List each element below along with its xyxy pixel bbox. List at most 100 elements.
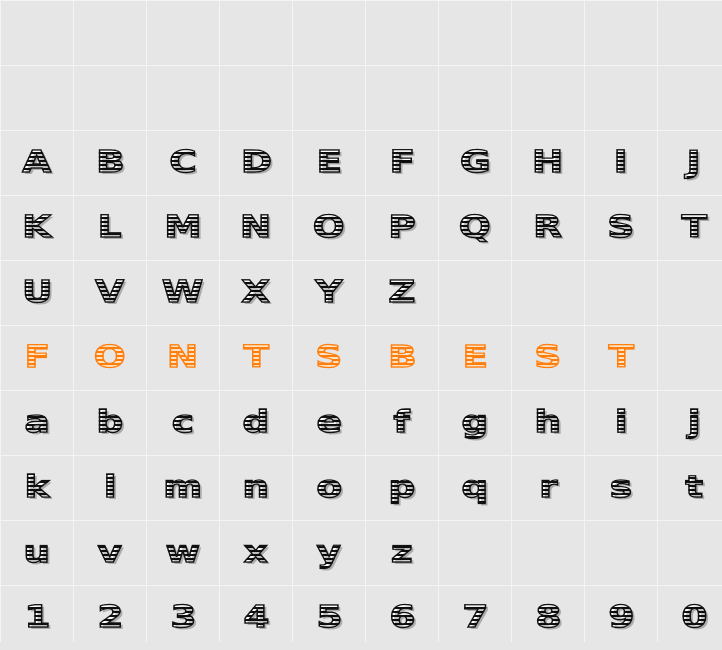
glyph-cell: o [293,456,365,520]
glyph-cell: W [147,261,219,325]
glyph-char: S [607,210,635,245]
glyph-cell [439,521,511,585]
glyph-cell: F [1,326,73,390]
glyph-cell: z [366,521,438,585]
glyph-cell: 8 [512,586,584,650]
glyph-cell [366,1,438,65]
glyph-cell: V [74,261,146,325]
glyph-char: c [171,405,195,440]
glyph-cell: F [366,131,438,195]
glyph-cell: N [147,326,219,390]
glyph-cell: J [658,131,722,195]
glyph-char: D [240,145,273,180]
glyph-char: B [387,340,417,375]
glyph-cell: 5 [293,586,365,650]
glyph-cell: e [293,391,365,455]
glyph-char: q [461,470,489,505]
glyph-char: b [96,405,124,440]
glyph-char: 1 [23,600,51,635]
glyph-char: G [459,145,491,180]
glyph-char: m [163,470,204,505]
glyph-char: Q [458,210,491,245]
glyph-char: J [686,145,701,180]
glyph-cell: u [1,521,73,585]
glyph-cell [585,66,657,130]
glyph-cell: E [439,326,511,390]
glyph-char: V [95,275,126,310]
glyph-cell: c [147,391,219,455]
glyph-char: 6 [388,600,416,635]
glyph-char: p [388,470,416,505]
glyph-cell: K [1,196,73,260]
glyph-cell: G [439,131,511,195]
glyph-cell [658,261,722,325]
glyph-cell: O [293,196,365,260]
glyph-char: L [97,210,122,245]
glyph-cell [147,66,219,130]
glyph-char: h [534,405,562,440]
glyph-cell: y [293,521,365,585]
glyph-cell: d [220,391,292,455]
glyph-char: 7 [461,600,489,635]
glyph-cell: C [147,131,219,195]
glyph-char: K [22,210,53,245]
glyph-char: C [168,145,197,180]
glyph-char: O [312,210,345,245]
glyph-cell: 9 [585,586,657,650]
glyph-cell: T [220,326,292,390]
glyph-cell: S [512,326,584,390]
glyph-cell [585,521,657,585]
glyph-char: R [533,210,563,245]
glyph-cell: I [585,131,657,195]
glyph-char: O [93,340,126,375]
glyph-cell [512,1,584,65]
glyph-char: 8 [534,600,562,635]
glyph-cell [439,66,511,130]
glyph-char: 3 [169,600,197,635]
glyph-char: g [461,405,489,440]
glyph-cell: X [220,261,292,325]
glyph-char: T [242,340,269,375]
glyph-cell: j [658,391,722,455]
glyph-cell: k [1,456,73,520]
glyph-cell [220,1,292,65]
glyph-cell: a [1,391,73,455]
glyph-cell: 2 [74,586,146,650]
glyph-char: H [532,145,565,180]
glyph-cell [147,1,219,65]
glyph-cell: g [439,391,511,455]
glyph-cell: H [512,131,584,195]
glyph-cell: 4 [220,586,292,650]
glyph-cell: M [147,196,219,260]
glyph-cell: D [220,131,292,195]
glyph-char: i [614,405,628,440]
glyph-char: d [242,405,270,440]
glyph-cell [293,66,365,130]
glyph-char: v [97,535,123,570]
glyph-char: 5 [315,600,343,635]
glyph-char: z [390,535,413,570]
glyph-cell: O [74,326,146,390]
glyph-cell: S [293,326,365,390]
glyph-cell [293,1,365,65]
glyph-char: X [241,275,271,310]
glyph-cell: l [74,456,146,520]
glyph-cell: m [147,456,219,520]
glyph-char: Y [315,275,344,310]
glyph-cell: i [585,391,657,455]
glyph-cell: T [658,196,722,260]
glyph-cell: T [585,326,657,390]
glyph-char: u [23,535,51,570]
glyph-cell: r [512,456,584,520]
glyph-cell: U [1,261,73,325]
glyph-char: I [613,145,628,180]
glyph-cell [74,66,146,130]
glyph-char: S [534,340,562,375]
glyph-cell: 1 [1,586,73,650]
glyph-char: w [165,535,201,570]
glyph-char: B [95,145,125,180]
glyph-cell: Z [366,261,438,325]
glyph-cell: A [1,131,73,195]
glyph-char: e [316,405,343,440]
